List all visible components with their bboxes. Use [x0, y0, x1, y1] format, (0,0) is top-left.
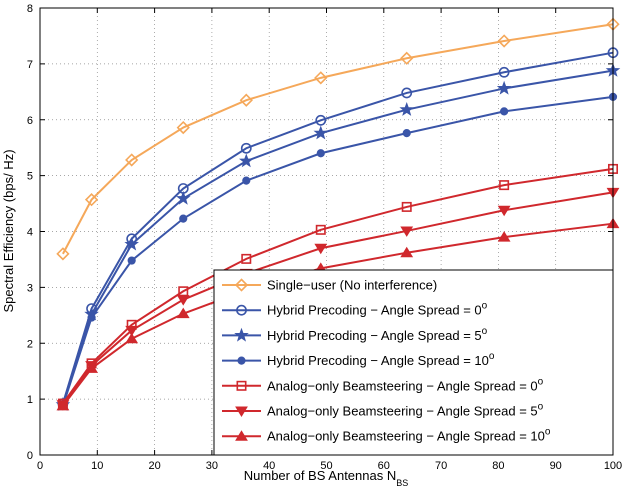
y-axis-label: Spectral Efficiency (bps/ Hz)	[1, 149, 16, 312]
x-tick-label: 30	[206, 460, 218, 472]
data-point	[499, 180, 510, 191]
legend-label: Analog−only Beamsteering − Angle Spread …	[267, 427, 551, 444]
data-point	[125, 332, 139, 344]
data-point	[316, 149, 325, 158]
data-point	[315, 224, 326, 235]
legend-marker	[235, 406, 248, 417]
y-tick-label: 6	[27, 115, 33, 127]
legend-marker	[236, 380, 247, 391]
data-point	[314, 243, 328, 255]
data-point	[241, 253, 252, 264]
data-point	[314, 71, 328, 85]
y-tick-label: 4	[27, 227, 33, 239]
legend-marker	[237, 356, 246, 365]
x-tick-label: 10	[91, 460, 103, 472]
data-point	[84, 193, 99, 207]
data-point	[176, 295, 190, 306]
data-point	[242, 176, 251, 185]
data-point	[402, 129, 411, 138]
legend-box	[213, 269, 614, 456]
x-tick-label: 100	[604, 460, 622, 472]
data-point	[125, 153, 139, 167]
data-point	[239, 93, 253, 107]
data-point	[313, 125, 329, 140]
ticks: 0 10 20 30 40 50 60 70 80 90 100 0 1 2 3 4 5 6 7 8	[27, 3, 622, 472]
series-1	[56, 17, 620, 261]
legend-marker	[235, 430, 248, 441]
x-tick-label: 0	[37, 460, 43, 472]
data-point	[176, 120, 190, 135]
legend-label: Hybrid Precoding − Angle Spread = 0o	[267, 301, 488, 318]
data-point	[500, 107, 509, 116]
legend-label: Hybrid Precoding − Angle Spread = 5o	[267, 326, 488, 343]
x-axis-label-subscript: BS	[396, 478, 408, 488]
data-point	[498, 66, 510, 78]
x-tick-label: 40	[263, 460, 275, 472]
series-line	[62, 23, 614, 255]
data-point	[315, 114, 327, 126]
legend: Single−user (No interference) Hybrid Prec…	[213, 269, 614, 456]
legend-marker	[236, 304, 247, 316]
data-point	[497, 34, 511, 48]
data-point	[401, 201, 412, 212]
data-point	[56, 247, 70, 261]
data-point	[179, 214, 188, 223]
x-axis-label: Number of BS Antennas NBS	[244, 468, 409, 488]
series-line	[61, 51, 614, 404]
y-tick-label: 0	[27, 450, 33, 462]
data-point	[399, 102, 415, 116]
data-point	[496, 80, 512, 95]
data-point	[400, 246, 414, 258]
data-point	[238, 153, 254, 168]
y-tick-label: 2	[27, 338, 33, 350]
legend-label: Analog−only Beamsteering − Angle Spread …	[267, 376, 544, 393]
y-tick-label: 3	[27, 282, 33, 294]
legend-label: Single−user (No interference)	[267, 278, 437, 293]
data-point	[176, 307, 190, 319]
data-point	[125, 325, 139, 337]
x-tick-label: 70	[435, 460, 447, 472]
x-tick-label: 60	[378, 460, 390, 472]
legend-marker	[234, 278, 249, 292]
y-tick-label: 8	[27, 3, 33, 15]
data-point	[240, 142, 252, 154]
x-tick-label: 90	[550, 460, 562, 472]
legend-label: Hybrid Precoding − Angle Spread = 10o	[267, 351, 495, 368]
data-point	[401, 87, 413, 99]
data-point	[124, 236, 139, 251]
data-point	[497, 205, 511, 217]
data-point	[175, 190, 191, 205]
series-line	[62, 167, 614, 405]
y-tick-label: 7	[27, 59, 33, 71]
data-point	[127, 256, 136, 265]
data-point	[400, 226, 414, 237]
data-point	[56, 399, 70, 411]
data-point	[400, 51, 414, 65]
data-point	[87, 313, 96, 322]
legend-label: Analog−only Beamsteering − Angle Spread …	[267, 402, 544, 419]
x-tick-label: 50	[320, 460, 332, 472]
y-tick-label: 5	[27, 171, 33, 183]
y-tick-label: 1	[27, 394, 33, 406]
x-tick-label: 20	[148, 460, 160, 472]
legend-marker	[234, 327, 249, 342]
data-point	[85, 362, 98, 373]
x-tick-label: 80	[492, 460, 504, 472]
data-point	[497, 231, 511, 242]
